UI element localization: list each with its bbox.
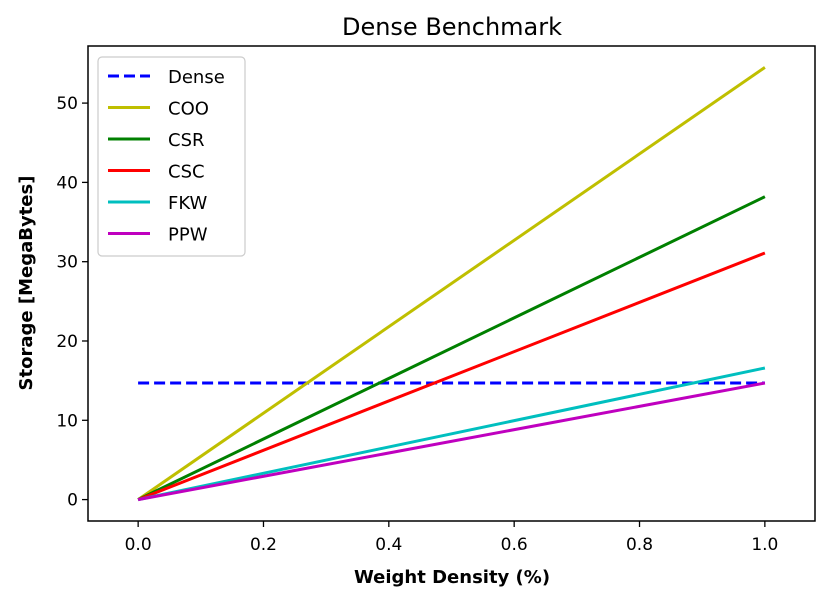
legend-label-dense: Dense bbox=[168, 67, 225, 88]
y-tick-label: 40 bbox=[56, 173, 78, 193]
legend-label-ppw: PPW bbox=[168, 225, 208, 246]
y-tick-label: 10 bbox=[56, 411, 78, 431]
x-tick-label: 0.0 bbox=[125, 535, 152, 555]
legend-label-csc: CSC bbox=[168, 162, 205, 183]
series-line-fkw bbox=[137, 366, 766, 502]
x-tick-label: 0.4 bbox=[375, 535, 402, 555]
series-line-csr bbox=[137, 195, 766, 501]
legend: Dense COO CSR CSC FKW PPW bbox=[97, 56, 246, 257]
y-tick-label: 50 bbox=[56, 94, 78, 114]
y-tick-label: 30 bbox=[56, 253, 78, 273]
y-tick-label: 0 bbox=[67, 491, 78, 511]
series-line-csc bbox=[137, 251, 766, 501]
x-axis: 0.0 0.2 0.4 0.6 0.8 1.0 bbox=[125, 521, 778, 555]
series-line-coo bbox=[137, 66, 766, 501]
y-tick-label: 20 bbox=[56, 332, 78, 352]
y-axis-label: Storage [MegaBytes] bbox=[16, 176, 37, 391]
x-tick-label: 0.6 bbox=[501, 535, 528, 555]
legend-label-coo: COO bbox=[168, 99, 209, 120]
x-tick-label: 0.8 bbox=[626, 535, 653, 555]
x-axis-label: Weight Density (%) bbox=[354, 567, 550, 588]
x-tick-label: 1.0 bbox=[751, 535, 778, 555]
x-tick-label: 0.2 bbox=[250, 535, 277, 555]
chart-title: Dense Benchmark bbox=[342, 13, 562, 41]
legend-label-fkw: FKW bbox=[168, 193, 208, 214]
plot-lines bbox=[137, 66, 766, 502]
legend-label-csr: CSR bbox=[168, 130, 205, 151]
plot-frame bbox=[87, 45, 816, 522]
y-axis: 0 10 20 30 40 50 bbox=[56, 94, 88, 511]
series-line-ppw bbox=[137, 381, 766, 502]
